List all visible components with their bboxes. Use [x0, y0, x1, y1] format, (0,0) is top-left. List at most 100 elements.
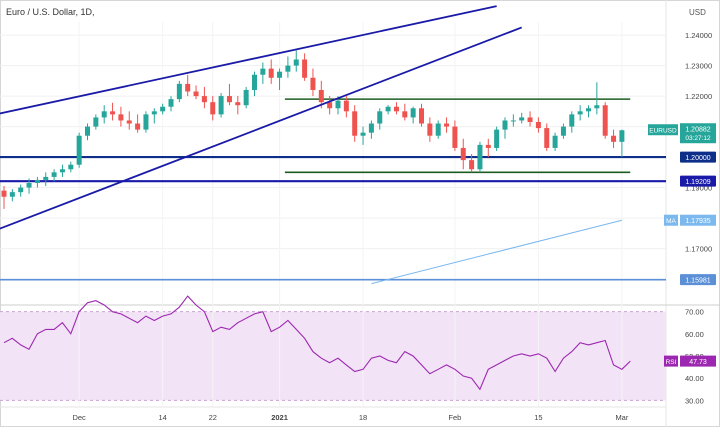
candle [594, 82, 600, 115]
candle-body [335, 100, 341, 109]
candle [176, 80, 182, 103]
horizontal-levels [0, 98, 666, 281]
candle [402, 103, 408, 121]
candle-body [34, 179, 40, 183]
candle-body [560, 126, 566, 136]
candle-body [510, 120, 516, 122]
time-tick-label[interactable]: 22 [209, 413, 217, 422]
candle [611, 129, 617, 148]
candle [477, 141, 483, 173]
ma-line [371, 219, 623, 285]
time-axis-ticks[interactable]: Dec 14 22 2021 18 Feb 15 Mar [72, 413, 628, 422]
candle-body [277, 71, 283, 78]
upper-channel-line [0, 5, 497, 115]
time-tick-label[interactable]: 14 [158, 413, 166, 422]
candle-body [110, 111, 116, 115]
candle-body [385, 106, 391, 112]
candle-body [151, 111, 157, 115]
candle-body [59, 169, 65, 173]
candle [260, 62, 266, 84]
candle-body [577, 111, 583, 115]
candle [318, 80, 324, 109]
candle [452, 120, 458, 151]
candle-body [402, 111, 408, 118]
chart-title: Euro / U.S. Dollar, 1D, [6, 7, 95, 17]
candle [460, 138, 466, 170]
rsi-tick-label: 60.00 [685, 330, 704, 339]
candle-body [310, 77, 316, 90]
candle [277, 68, 283, 90]
candle-body [393, 106, 399, 112]
price-tick-label[interactable]: 1.22000 [685, 92, 712, 101]
candle-body [460, 147, 466, 161]
candle-body [527, 117, 533, 122]
ma-name-text: MA [666, 218, 676, 225]
time-tick-label[interactable]: 15 [534, 413, 542, 422]
candle-body [260, 68, 266, 75]
candle [185, 74, 191, 97]
candle [444, 117, 450, 133]
candle-body [611, 135, 617, 142]
time-tick-label[interactable]: Feb [448, 413, 461, 422]
candle [9, 189, 15, 202]
lower-channel-line [0, 26, 523, 230]
candle-body [619, 130, 625, 142]
candle [235, 96, 241, 115]
candle-body [502, 120, 508, 130]
candle-body [419, 108, 424, 124]
price-tick-label[interactable]: 1.19000 [685, 184, 712, 193]
candle-body [293, 59, 299, 66]
time-tick-label[interactable]: 2021 [271, 413, 288, 422]
candle [377, 108, 383, 130]
candle [502, 117, 508, 139]
candle [76, 132, 82, 168]
time-tick-label[interactable]: 18 [359, 413, 367, 422]
level-1-19209-tag-text: 1.19209 [685, 179, 710, 186]
price-tick-label[interactable]: 1.24000 [685, 31, 712, 40]
grid [0, 22, 666, 407]
candle-body [552, 135, 558, 148]
candle-body [68, 164, 74, 170]
candle [218, 93, 224, 118]
currency-label: USD [689, 8, 706, 17]
candle-body [410, 108, 416, 118]
candle-body [494, 129, 500, 148]
level-1-15981-tag-text: 1.15981 [685, 278, 710, 285]
candle [68, 161, 74, 173]
rsi-value-text: 47.73 [689, 359, 707, 366]
candle [243, 86, 249, 109]
price-tick-label[interactable]: 1.17000 [685, 245, 712, 254]
candle [26, 178, 32, 194]
candle [569, 111, 575, 133]
candle-body [302, 59, 308, 78]
time-tick-label[interactable]: Dec [72, 413, 86, 422]
level-1-15981-tag [680, 274, 716, 286]
candle-body [469, 160, 475, 170]
candle-body [93, 117, 99, 127]
candle [519, 112, 525, 124]
candle [552, 132, 558, 151]
candle [485, 138, 491, 158]
time-tick-label[interactable]: Mar [615, 413, 628, 422]
price-tick-label[interactable]: 1.23000 [685, 62, 712, 71]
candle [126, 111, 132, 130]
candle-body [544, 128, 550, 148]
candlesticks [1, 50, 625, 209]
candle [110, 102, 116, 121]
rsi-line [3, 295, 631, 391]
candle-body [235, 102, 241, 106]
candle-body [26, 183, 32, 188]
candle [59, 164, 65, 177]
candle [268, 59, 274, 84]
candle [435, 120, 441, 139]
candle-body [143, 114, 149, 130]
candle [619, 129, 625, 158]
candle-body [51, 172, 57, 177]
candle [51, 169, 57, 182]
ma-name-tag [664, 214, 678, 226]
candle-body [1, 190, 7, 197]
candle [43, 172, 49, 187]
candle [135, 114, 141, 133]
candle-body [535, 122, 541, 129]
candle-body [210, 102, 216, 115]
